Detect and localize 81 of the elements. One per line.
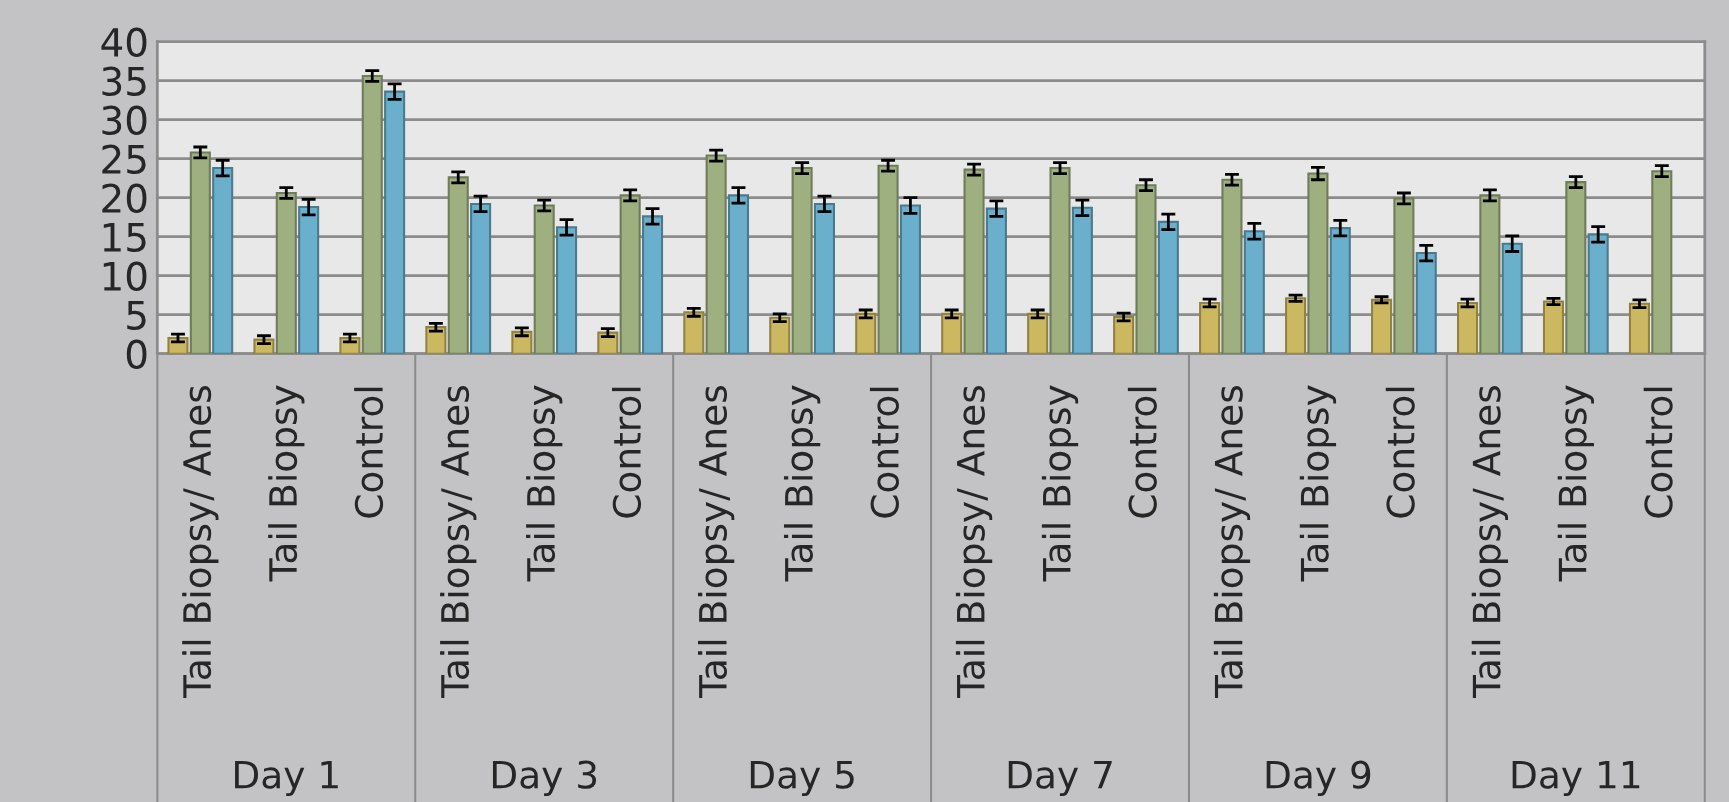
y-tick-label: 5 xyxy=(127,301,146,331)
bar xyxy=(899,204,921,354)
y-tick-label: 10 xyxy=(103,261,147,292)
text: Day 3 xyxy=(492,760,597,797)
bar xyxy=(813,202,835,354)
x-tick-label: Control xyxy=(354,387,384,518)
text: Day 1 xyxy=(235,760,338,797)
bar xyxy=(1113,315,1135,354)
bar xyxy=(275,191,297,354)
bar xyxy=(727,194,750,354)
bar xyxy=(1371,298,1393,354)
bar xyxy=(769,316,791,354)
y-tick-label: 35 xyxy=(102,66,146,97)
bar xyxy=(212,167,234,354)
x-tick-label: Tail Biopsy xyxy=(1041,385,1079,582)
x-tick-label: Tail Biopsy xyxy=(1299,385,1337,582)
text: Day 9 xyxy=(1266,760,1371,797)
y-tick-label: 30 xyxy=(102,105,147,136)
bar xyxy=(877,164,899,354)
bar xyxy=(1285,297,1307,354)
text: Day 7 xyxy=(1008,760,1112,797)
bar xyxy=(791,167,813,354)
x-tick-label: Tail Biopsy/ Anes xyxy=(440,386,477,699)
bar xyxy=(1542,300,1565,354)
bar xyxy=(1157,220,1179,354)
x-tick-label: Tail Biopsy xyxy=(268,385,305,582)
bar xyxy=(1456,301,1479,354)
text: Day 5 xyxy=(750,760,854,797)
bar xyxy=(189,151,211,354)
x-tick-label: Control xyxy=(869,387,899,518)
bar xyxy=(1565,181,1587,354)
bar xyxy=(855,312,877,354)
x-tick-label: Control xyxy=(1643,387,1673,518)
bar xyxy=(425,326,447,354)
x-tick-label: Control xyxy=(1127,387,1157,518)
x-tick-label: Tail Biopsy/ Anes xyxy=(182,386,219,699)
bar xyxy=(1329,227,1351,354)
bar xyxy=(1393,197,1415,354)
x-tick-label: Control xyxy=(1385,387,1415,518)
bar xyxy=(1501,242,1523,354)
y-tick-label: 40 xyxy=(101,27,147,58)
y-tick-label: 0 xyxy=(126,339,147,370)
x-tick-label: Tail Biopsy xyxy=(783,385,821,582)
x-tick-label: Tail Biopsy xyxy=(526,385,563,582)
bar xyxy=(1027,312,1049,354)
x-tick-label: Tail Biopsy/ Anes xyxy=(955,386,993,699)
bar xyxy=(963,168,985,354)
bar xyxy=(985,207,1007,354)
text: Day 11 xyxy=(1512,760,1640,797)
y-tick-label: 15 xyxy=(103,223,146,253)
bar xyxy=(641,215,664,354)
bar xyxy=(533,204,555,354)
bar xyxy=(1479,194,1501,354)
bar xyxy=(556,226,578,354)
bar xyxy=(1307,172,1329,354)
bar xyxy=(447,176,469,354)
bar xyxy=(705,154,727,354)
bar xyxy=(298,206,320,354)
bar xyxy=(361,74,383,354)
y-tick-label: 20 xyxy=(102,183,147,214)
bar xyxy=(1135,184,1157,354)
bar xyxy=(1415,252,1437,354)
x-tick-label: Control xyxy=(612,387,642,518)
bar xyxy=(1651,170,1673,354)
x-tick-label: Tail Biopsy/ Anes xyxy=(1213,386,1251,699)
bar xyxy=(1243,230,1265,354)
bar xyxy=(683,311,705,354)
bar xyxy=(941,312,963,354)
x-tick-label: Tail Biopsy xyxy=(1557,385,1594,582)
bar xyxy=(1199,301,1221,354)
y-tick-label: 25 xyxy=(102,144,146,175)
bar xyxy=(1221,178,1243,354)
bar xyxy=(1628,302,1650,354)
bar xyxy=(619,194,641,354)
bar xyxy=(1071,206,1093,354)
bar xyxy=(1049,167,1071,354)
bar xyxy=(1587,233,1609,354)
x-tick-label: Tail Biopsy/ Anes xyxy=(1471,386,1509,699)
x-tick-label: Tail Biopsy/ Anes xyxy=(698,386,735,699)
bar xyxy=(384,90,406,354)
bar xyxy=(470,202,492,354)
